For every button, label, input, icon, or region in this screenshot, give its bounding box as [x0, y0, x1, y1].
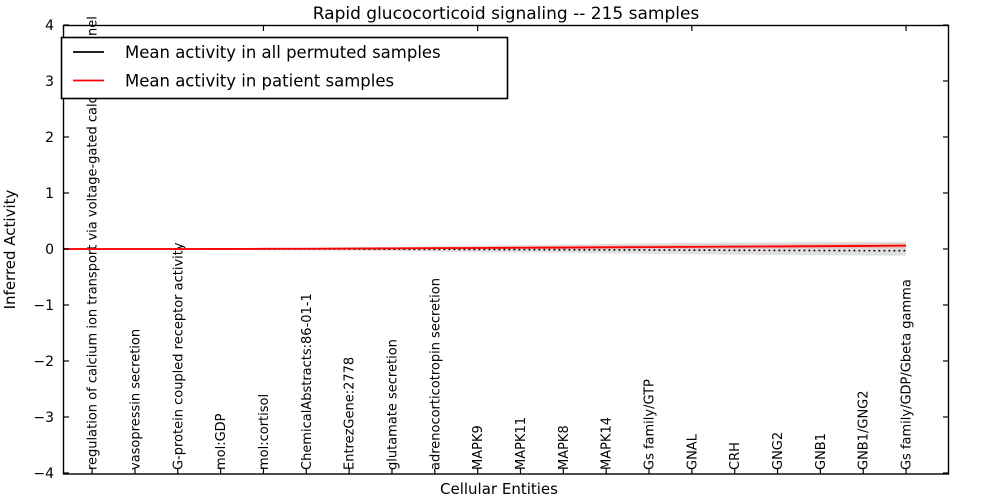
x-tick-label: vasopressin secretion [128, 329, 143, 470]
legend-label-permuted: Mean activity in all permuted samples [125, 43, 441, 62]
x-tick-label: GNB1/GNG2 [857, 390, 872, 470]
y-tick-label: −1 [33, 298, 54, 314]
x-tick-label: Gs family/GTP [643, 379, 658, 470]
y-tick-label: −2 [33, 354, 54, 370]
y-tick-label: −4 [33, 466, 54, 482]
x-tick-label: EntrezGene:2778 [343, 357, 358, 470]
x-tick-label: CRH [728, 442, 743, 470]
y-tick-label: 2 [45, 130, 54, 146]
x-tick-label: regulation of calcium ion transport via … [86, 16, 101, 470]
legend: Mean activity in all permuted samples Me… [60, 36, 509, 100]
series-lines-layer [63, 244, 907, 252]
legend-label-patient: Mean activity in patient samples [125, 72, 394, 91]
x-tick-labels-layer: regulation of calcium ion transport via … [86, 16, 915, 470]
x-tick-label: MAPK14 [600, 417, 615, 470]
tick-marks-layer [63, 24, 949, 474]
series-line-1 [63, 244, 907, 250]
x-tick-label: GNG2 [771, 432, 786, 470]
x-tick-label: G-protein coupled receptor activity [171, 242, 186, 470]
y-tick-label: 1 [45, 186, 54, 202]
x-tick-label: MAPK11 [514, 417, 529, 470]
y-axis-label: Inferred Activity [1, 189, 19, 309]
x-tick-label: mol:GDP [214, 413, 229, 470]
y-tick-label: −3 [33, 410, 54, 426]
x-tick-label: Gs family/GDP/Gbeta gamma [900, 279, 915, 470]
x-tick-label: ChemicalAbstracts:86-01-1 [300, 293, 315, 470]
y-tick-label: 3 [45, 74, 54, 90]
x-tick-label: mol:cortisol [257, 394, 272, 470]
x-tick-label: MAPK9 [471, 425, 486, 470]
y-tick-label: 0 [45, 242, 54, 258]
y-tick-labels-layer: −4 −3 −2 −1 0 1 2 3 4 [33, 18, 54, 482]
legend-box [60, 36, 509, 100]
x-axis-label: Cellular Entities [440, 480, 558, 498]
x-tick-label: MAPK8 [557, 425, 572, 470]
chart-title: Rapid glucocorticoid signaling -- 215 sa… [313, 4, 700, 24]
plot-border [62, 24, 950, 475]
x-tick-label: GNB1 [814, 433, 829, 470]
y-tick-label: 4 [45, 18, 54, 34]
x-tick-label: adrenocorticotropin secretion [428, 278, 443, 470]
x-tick-label: glutamate secretion [385, 339, 400, 470]
x-tick-label: GNAL [685, 433, 700, 470]
